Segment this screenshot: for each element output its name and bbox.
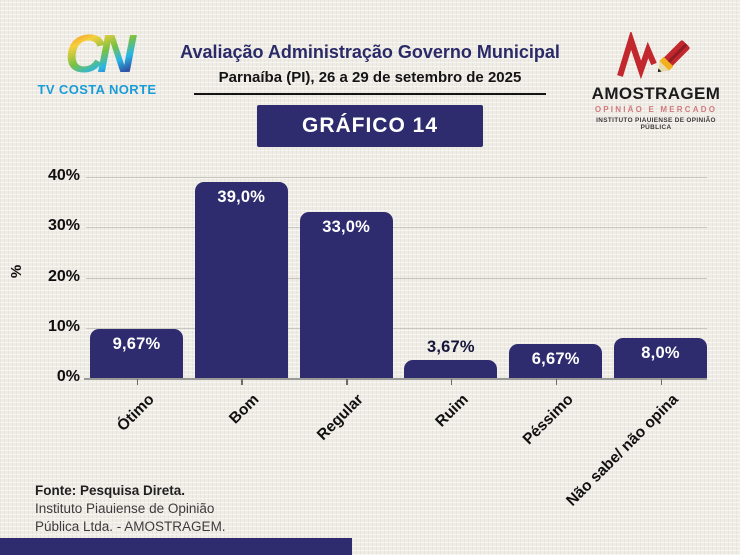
y-axis-tick-label: 10% (47, 317, 80, 335)
amostragem-wordmark: AMOSTRAGEM (591, 84, 721, 103)
y-axis-tick-label: 40% (47, 167, 80, 184)
header: Avaliação Administração Governo Municipa… (168, 42, 572, 148)
page-title: Avaliação Administração Governo Municipa… (180, 42, 560, 62)
bar: 39,0% (194, 182, 288, 378)
page-subtitle: Parnaíba (PI), 26 a 29 de setembro de 20… (218, 68, 522, 86)
x-axis-tick-mark (555, 379, 558, 385)
y-axis-tick-label: 30% (47, 217, 80, 235)
x-axis-tick-mark (660, 379, 663, 385)
x-axis-category-label: Péssimo (519, 391, 577, 449)
x-axis-category-label: Ruim (432, 391, 472, 431)
gridline (86, 327, 707, 329)
x-axis-tick-mark (346, 379, 348, 385)
x-axis-category-label: Não sabe/ não opina (562, 391, 682, 510)
bar-value-label: 3,67% (426, 337, 475, 356)
gridline (86, 277, 707, 279)
amostragem-institute-line: INSTITUTO PIAUIENSE DE OPINIÃO PÚBLICA (596, 117, 716, 131)
amostragem-logo: AMOSTRAGEM OPINIÃO E MERCADO INSTITUTO P… (582, 30, 730, 131)
x-axis-category-label: Regular (314, 391, 368, 444)
amostragem-pencil-icon (617, 30, 690, 80)
gridline (86, 227, 707, 229)
bottom-accent-bar (0, 538, 352, 555)
y-axis-tick-label: 0% (56, 368, 80, 385)
bar-value-label: 8,0% (641, 343, 680, 362)
chart-number-badge: GRÁFICO 14 (257, 105, 483, 148)
y-axis-tick-label: 20% (47, 267, 80, 285)
bar-value-label: 6,67% (531, 350, 580, 369)
tv-costa-norte-wordmark: TV COSTA NORTE (37, 82, 157, 97)
bar: 33,0% (299, 212, 393, 378)
bar: 9,67% (90, 329, 183, 378)
tv-costa-norte-logo: CN TV COSTA NORTE (28, 27, 166, 97)
source-note-line2: Instituto Piauiense de Opinião (35, 500, 215, 516)
x-axis-category-label: Ótimo (113, 391, 158, 435)
tv-costa-norte-monogram-icon: CN (28, 27, 166, 81)
x-axis-tick-mark (450, 379, 453, 385)
x-axis-line (84, 378, 707, 380)
x-axis-category-label: Bom (225, 391, 263, 428)
bar-value-label: 39,0% (217, 188, 266, 207)
source-note-line1: Fonte: Pesquisa Direta. (35, 483, 186, 498)
bar: 8,0% (614, 337, 707, 378)
subtitle-divider (194, 92, 546, 96)
bar-value-label: 9,67% (112, 335, 161, 354)
gridline (86, 177, 707, 179)
x-axis-tick-mark (241, 379, 243, 385)
source-note: Fonte: Pesquisa Direta. Instituto Piauie… (35, 482, 226, 536)
source-note-line3: Pública Ltda. - AMOSTRAGEM. (35, 518, 226, 534)
bar: 6,67% (509, 344, 603, 378)
x-axis-tick-mark (136, 379, 139, 385)
bar-chart-plot-area: 0% 10% 20% 30% 40% 9,67% Ótimo 39,0% Bom 33,0% Reg… (48, 167, 707, 510)
amostragem-tagline: OPINIÃO E MERCADO (594, 105, 718, 114)
bar: 3,67% (404, 338, 498, 378)
bar-value-label: 33,0% (322, 218, 370, 237)
